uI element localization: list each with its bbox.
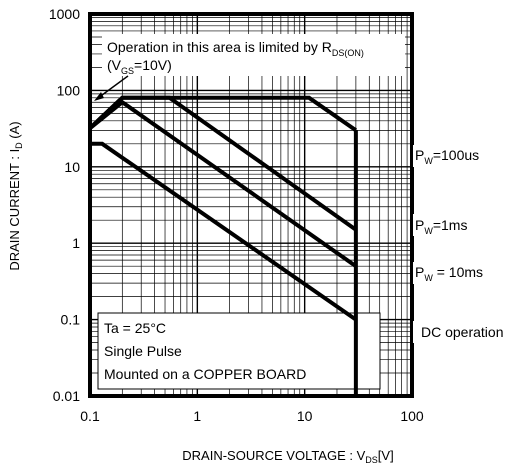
y-axis-title: DRAIN CURRENT : ID (A)	[7, 121, 24, 270]
pw1ms-label: PW=1ms	[415, 217, 467, 236]
rds-limit-line	[88, 96, 124, 130]
pw10ms-label: PW = 10ms	[415, 264, 483, 283]
x-axis-title: DRAIN-SOURCE VOLTAGE : VDS[V]	[182, 448, 393, 465]
y-tick-label: 100	[57, 82, 81, 98]
y-tick-label: 10	[64, 159, 80, 175]
condition-board: Mounted on a COPPER BOARD	[104, 366, 306, 382]
vgs-note: (VGS=10V)	[107, 57, 172, 76]
curves	[88, 95, 358, 396]
pw100us-label: PW=100us	[415, 147, 479, 166]
pw1ms-label-bg	[413, 214, 489, 236]
plot-frame	[88, 12, 414, 398]
pw10ms-label-bg	[413, 262, 505, 284]
y-tick-label: 0.01	[53, 388, 80, 404]
dc-label-bg	[413, 321, 519, 343]
series-line-3	[90, 141, 358, 322]
rds-note-arrowhead	[94, 92, 104, 101]
rds-note: Operation in this area is limited by RDS…	[107, 39, 364, 58]
dc-label: DC operation	[421, 324, 504, 340]
conditions-box	[97, 312, 381, 390]
pw100us-label-bg	[413, 145, 509, 167]
x-tick-label: 1	[193, 408, 201, 424]
y-tick-label: 0.1	[61, 312, 81, 328]
x-tick-label: 100	[400, 408, 424, 424]
condition-pulse: Single Pulse	[104, 343, 182, 359]
y-tick-label: 1	[72, 235, 80, 251]
condition-ta: Ta = 25°C	[104, 320, 166, 336]
x-tick-label: 10	[297, 408, 313, 424]
y-tick-label: 1000	[49, 6, 80, 22]
rds-note-background	[102, 34, 405, 76]
x-tick-label: 0.1	[80, 408, 100, 424]
rds-note-arrow	[97, 75, 129, 99]
